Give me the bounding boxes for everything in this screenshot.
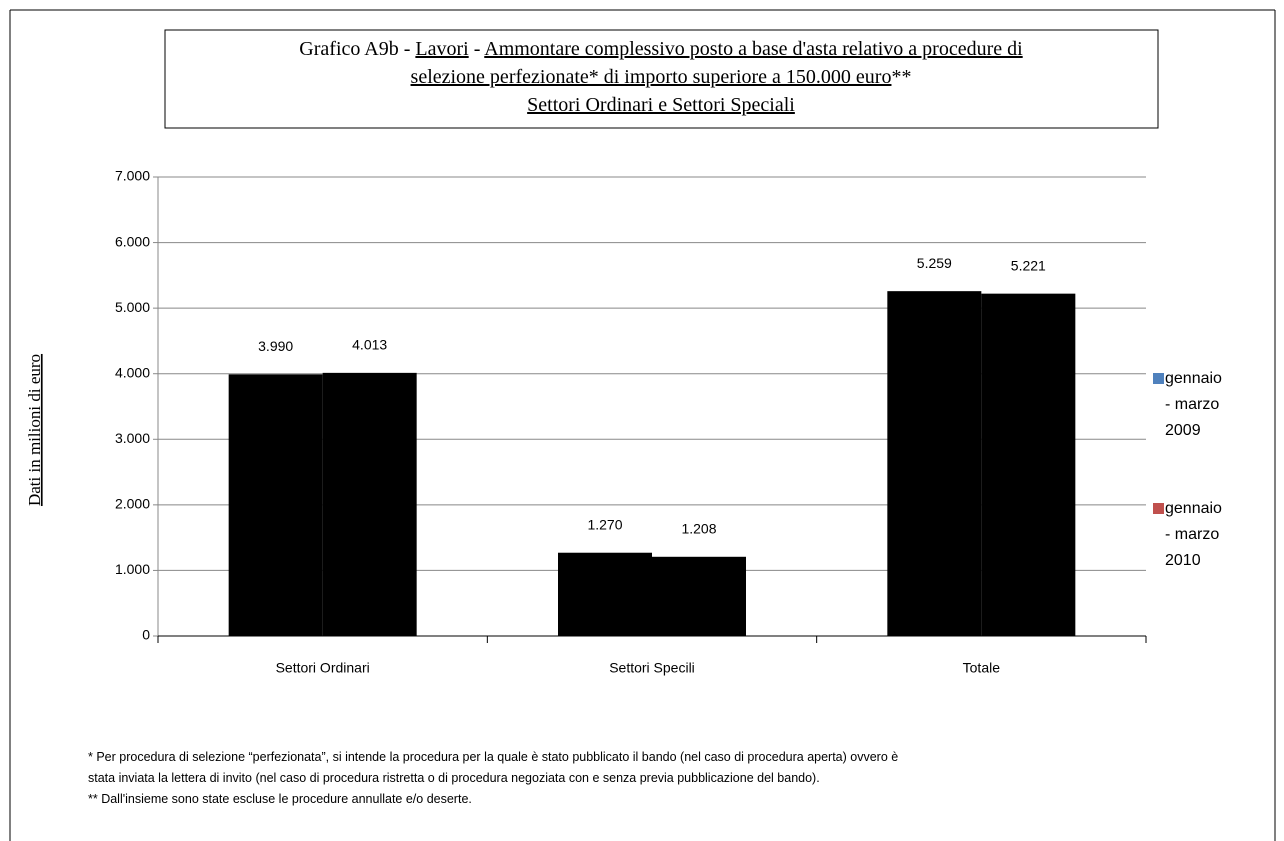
y-tick-label: 7.000	[115, 168, 150, 184]
legend-item: gennaio - marzo 2010	[1153, 496, 1223, 574]
title-part: **	[891, 66, 911, 88]
data-label: 1.208	[681, 520, 716, 536]
bar	[228, 374, 323, 636]
x-tick-label: Settori Specili	[609, 660, 695, 676]
data-label: 4.013	[352, 337, 387, 353]
legend-label: gennaio - marzo 2010	[1165, 500, 1222, 569]
y-axis-label: Dati in milioni di euro	[25, 354, 44, 506]
legend-item: gennaio - marzo 2009	[1153, 366, 1223, 444]
y-tick-label: 4.000	[115, 364, 150, 380]
title-part: Grafico A9b -	[299, 38, 415, 60]
bar	[887, 291, 982, 636]
title-part: Settori Ordinari e Settori Speciali	[527, 94, 795, 116]
title-part: -	[469, 38, 485, 60]
y-tick-label: 5.000	[115, 299, 150, 315]
data-label: 3.990	[258, 338, 293, 354]
bar	[558, 552, 652, 636]
y-tick-label: 2.000	[115, 496, 150, 512]
chart-title: Grafico A9b - Lavori - Ammontare comples…	[299, 38, 1023, 60]
chart-title: Settori Ordinari e Settori Speciali	[527, 94, 795, 116]
legend-swatch	[1153, 373, 1164, 384]
legend-swatch	[1153, 503, 1164, 514]
title-part: Ammontare complessivo posto a base d'ast…	[484, 38, 1023, 60]
bar	[322, 372, 417, 636]
bar	[981, 293, 1076, 636]
title-part: selezione perfezionate* di importo super…	[411, 66, 892, 88]
x-tick-label: Totale	[963, 660, 1001, 676]
y-tick-label: 6.000	[115, 233, 150, 249]
data-label: 5.259	[917, 255, 952, 271]
legend-label: gennaio - marzo 2009	[1165, 370, 1222, 439]
footnote: stata inviata la lettera di invito (nel …	[88, 771, 820, 785]
y-tick-label: 0	[142, 627, 150, 643]
y-tick-label: 3.000	[115, 430, 150, 446]
chart-title: selezione perfezionate* di importo super…	[411, 66, 912, 88]
x-tick-label: Settori Ordinari	[276, 660, 370, 676]
y-tick-label: 1.000	[115, 561, 150, 577]
data-label: 5.221	[1011, 257, 1046, 273]
footnote: * Per procedura di selezione “perfeziona…	[88, 750, 899, 764]
title-part: Lavori	[415, 38, 469, 60]
bar	[652, 556, 746, 636]
footnote: ** Dall'insieme sono state escluse le pr…	[88, 792, 472, 806]
data-label: 1.270	[587, 516, 622, 532]
title-box	[164, 29, 1159, 129]
